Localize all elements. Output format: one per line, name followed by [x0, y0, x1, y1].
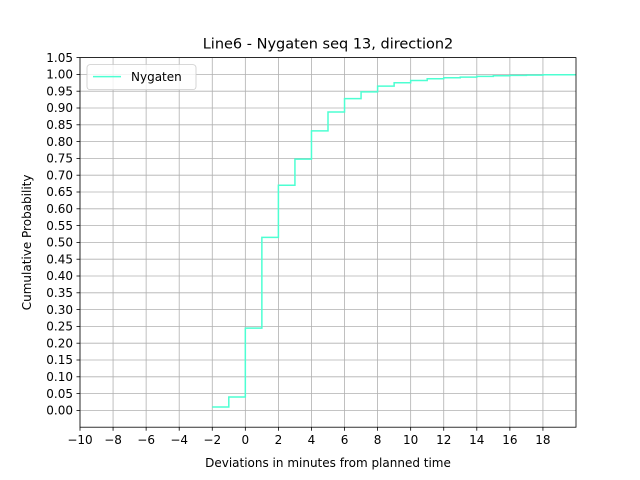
- legend: Nygaten: [86, 64, 197, 90]
- chart-title: Line6 - Nygaten seq 13, direction2: [203, 37, 454, 53]
- x-axis: −10 −8 −6 −4 −2 0 2 4 6 8 10 12 14 16 18: [67, 427, 551, 447]
- x-axis-title: Deviations in minutes from planned time: [205, 456, 451, 470]
- y-tick-label: 0.90: [46, 101, 73, 115]
- x-tick-label: −4: [170, 433, 188, 447]
- x-tick-label: 10: [403, 433, 418, 447]
- y-tick-label: 0.50: [46, 236, 73, 250]
- y-axis: 0.00 0.05 0.10 0.15 0.20 0.25 0.30 0.35 0.40 0.45…: [46, 51, 80, 418]
- y-tick-label: 0.60: [46, 202, 73, 216]
- x-tick-label: 14: [469, 433, 484, 447]
- y-tick-label: 0.85: [46, 118, 73, 132]
- x-tick-label: 16: [502, 433, 517, 447]
- y-tick-label: 0.45: [46, 252, 73, 266]
- y-tick-label: 0.05: [46, 387, 73, 401]
- y-tick-label: 0.15: [46, 353, 73, 367]
- y-tick-label: 0.75: [46, 152, 73, 166]
- y-tick-label: 0.65: [46, 185, 73, 199]
- y-tick-label: 1.05: [46, 51, 73, 65]
- x-tick-label: 6: [341, 433, 349, 447]
- series-line-0: [212, 73, 576, 408]
- x-tick-label: 18: [535, 433, 550, 447]
- y-tick-label: 0.40: [46, 269, 73, 283]
- x-tick-label: −10: [67, 433, 92, 447]
- x-tick-label: 4: [308, 433, 316, 447]
- y-tick-label: 0.80: [46, 135, 73, 149]
- x-tick-label: 0: [242, 433, 250, 447]
- legend-box: [86, 64, 197, 90]
- y-tick-label: 1.00: [46, 68, 73, 82]
- x-tick-label: 8: [374, 433, 382, 447]
- y-tick-label: 0.70: [46, 168, 73, 182]
- y-tick-label: 0.55: [46, 219, 73, 233]
- x-tick-label: 12: [436, 433, 451, 447]
- y-tick-label: 0.95: [46, 84, 73, 98]
- y-tick-label: 0.00: [46, 404, 73, 418]
- series-layer: [212, 73, 576, 408]
- x-tick-label: 2: [275, 433, 283, 447]
- y-axis-title: Cumulative Probability: [20, 175, 34, 311]
- legend-label: Nygaten: [131, 70, 182, 84]
- x-tick-label: −2: [203, 433, 221, 447]
- y-tick-label: 0.10: [46, 370, 73, 384]
- y-tick-label: 0.35: [46, 286, 73, 300]
- x-tick-label: −6: [137, 433, 155, 447]
- x-tick-label: −8: [104, 433, 122, 447]
- y-tick-label: 0.20: [46, 336, 73, 350]
- grid: [79, 57, 576, 428]
- y-tick-label: 0.25: [46, 320, 73, 334]
- y-tick-label: 0.30: [46, 303, 73, 317]
